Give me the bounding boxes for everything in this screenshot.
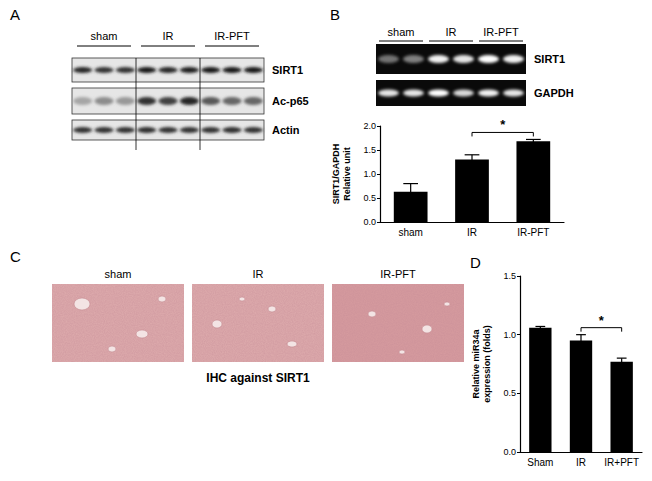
svg-text:IR-PFT: IR-PFT — [483, 26, 519, 38]
svg-text:IR: IR — [467, 227, 477, 238]
svg-text:sham: sham — [105, 268, 132, 280]
svg-text:IR+PFT: IR+PFT — [604, 457, 639, 468]
svg-text:sham: sham — [388, 26, 415, 38]
svg-text:1.5: 1.5 — [503, 271, 516, 281]
svg-text:IR: IR — [163, 30, 174, 42]
svg-text:Ac-p65: Ac-p65 — [272, 95, 309, 107]
svg-text:IR-PFT: IR-PFT — [380, 268, 416, 280]
svg-text:expression (folds): expression (folds) — [482, 325, 492, 403]
svg-text:*: * — [500, 117, 506, 132]
svg-text:sham: sham — [398, 227, 422, 238]
svg-text:SIRT1/GAPDH: SIRT1/GAPDH — [331, 144, 341, 205]
svg-text:GAPDH: GAPDH — [534, 87, 574, 99]
svg-text:1.0: 1.0 — [503, 330, 516, 340]
svg-text:1.0: 1.0 — [363, 169, 376, 179]
svg-text:0.5: 0.5 — [503, 388, 516, 398]
svg-text:2.0: 2.0 — [363, 121, 376, 131]
svg-text:SIRT1: SIRT1 — [272, 64, 303, 76]
svg-text:IR-PFT: IR-PFT — [214, 30, 250, 42]
svg-text:IR: IR — [576, 457, 586, 468]
svg-text:IR: IR — [446, 26, 457, 38]
svg-text:IR-PFT: IR-PFT — [517, 227, 549, 238]
svg-text:SIRT1: SIRT1 — [534, 53, 565, 65]
svg-text:C: C — [10, 248, 21, 265]
svg-text:Relative miR34a: Relative miR34a — [471, 328, 481, 398]
svg-text:sham: sham — [91, 30, 118, 42]
svg-text:*: * — [599, 313, 605, 328]
svg-text:0.5: 0.5 — [363, 193, 376, 203]
svg-text:A: A — [10, 6, 20, 23]
svg-text:IHC against SIRT1: IHC against SIRT1 — [206, 371, 310, 385]
svg-text:1.5: 1.5 — [363, 145, 376, 155]
svg-text:IR: IR — [253, 268, 264, 280]
svg-text:0.0: 0.0 — [503, 447, 516, 457]
svg-text:Sham: Sham — [527, 457, 553, 468]
svg-text:B: B — [330, 6, 340, 23]
svg-text:Relative unit: Relative unit — [342, 147, 352, 201]
svg-text:0.0: 0.0 — [363, 217, 376, 227]
svg-text:Actin: Actin — [272, 124, 300, 136]
svg-text:D: D — [470, 254, 481, 271]
